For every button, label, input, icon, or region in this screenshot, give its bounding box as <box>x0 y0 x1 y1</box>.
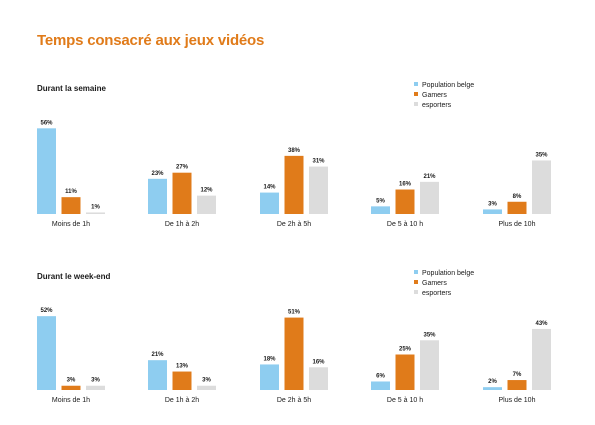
bar <box>86 385 105 390</box>
data-label: 7% <box>513 372 522 378</box>
bar <box>148 360 167 390</box>
data-label: 2% <box>488 379 497 385</box>
category-label: De 2h à 5h <box>277 397 311 404</box>
data-label: 16% <box>399 182 412 188</box>
legend-entry: Gamers <box>422 92 447 99</box>
bar <box>260 192 279 214</box>
chart-title: Durant la semaine <box>37 84 106 93</box>
legend-swatch <box>414 270 418 274</box>
data-label: 38% <box>288 148 301 154</box>
bar <box>532 328 551 390</box>
bar <box>260 364 279 390</box>
bar <box>37 128 56 214</box>
data-label: 27% <box>176 165 189 171</box>
legend-entry: esporters <box>422 102 452 109</box>
data-label: 21% <box>151 352 164 358</box>
data-label: 25% <box>399 347 412 353</box>
bar <box>483 387 502 390</box>
data-label: 12% <box>200 188 213 194</box>
data-label: 3% <box>67 378 76 384</box>
data-label: 23% <box>151 171 164 177</box>
data-label: 3% <box>488 201 497 207</box>
category-label: De 1h à 2h <box>165 397 199 404</box>
bar <box>420 181 439 214</box>
bar <box>371 206 390 214</box>
legend-swatch <box>414 92 418 96</box>
bar <box>86 212 105 214</box>
bar <box>61 197 81 214</box>
category-label: De 2h à 5h <box>277 221 311 228</box>
bar <box>420 340 439 390</box>
category-label: Plus de 10h <box>499 397 536 404</box>
legend-entry: Population belge <box>422 82 474 89</box>
data-label: 11% <box>65 189 77 195</box>
category-label: Plus de 10h <box>499 221 536 228</box>
category-label: Moins de 1h <box>52 221 90 228</box>
data-label: 3% <box>202 378 211 384</box>
legend-swatch <box>414 102 418 106</box>
data-label: 51% <box>288 310 301 316</box>
category-label: De 5 à 10 h <box>387 221 423 228</box>
page-title: Temps consacré aux jeux vidéos <box>37 32 265 49</box>
data-label: 1% <box>91 204 100 210</box>
data-label: 18% <box>263 356 276 362</box>
data-label: 35% <box>423 332 436 338</box>
chart-weekend: Durant le week-end Population belge Gamers… <box>37 270 551 404</box>
category-label: De 1h à 2h <box>165 221 199 228</box>
data-label: 13% <box>176 364 189 370</box>
data-label: 14% <box>263 185 276 191</box>
data-label: 16% <box>312 359 325 365</box>
data-label: 21% <box>423 174 436 180</box>
data-label: 6% <box>376 373 385 379</box>
data-label: 56% <box>40 120 53 126</box>
bar <box>309 367 328 390</box>
legend-entry: Population belge <box>422 270 474 277</box>
bar <box>197 385 216 390</box>
data-label: 3% <box>91 378 100 384</box>
bar <box>507 201 527 214</box>
category-label: De 5 à 10 h <box>387 397 423 404</box>
bar <box>61 385 81 390</box>
data-label: 52% <box>40 308 53 314</box>
bar <box>371 381 390 390</box>
bar <box>172 172 192 214</box>
data-label: 31% <box>312 159 325 165</box>
legend-swatch <box>414 290 418 294</box>
bar <box>532 160 551 214</box>
category-label: Moins de 1h <box>52 397 90 404</box>
bar <box>172 371 192 390</box>
bar <box>284 155 304 214</box>
data-label: 35% <box>535 152 548 158</box>
legend-entry: Gamers <box>422 280 447 287</box>
bar <box>309 166 328 214</box>
bar <box>507 380 527 390</box>
bar <box>483 209 502 214</box>
bar <box>197 195 216 214</box>
bar <box>37 316 56 390</box>
data-label: 8% <box>513 194 522 200</box>
legend-entry: esporters <box>422 290 452 297</box>
legend-swatch <box>414 280 418 284</box>
chart-title: Durant le week-end <box>37 272 110 281</box>
data-label: 5% <box>376 198 385 204</box>
bar <box>395 189 415 214</box>
data-label: 43% <box>535 321 548 327</box>
bar <box>148 178 167 214</box>
bar <box>395 354 415 390</box>
legend-swatch <box>414 82 418 86</box>
chart-semaine: Durant la semaine Population belge Gamers e… <box>37 82 551 228</box>
bar <box>284 317 304 390</box>
